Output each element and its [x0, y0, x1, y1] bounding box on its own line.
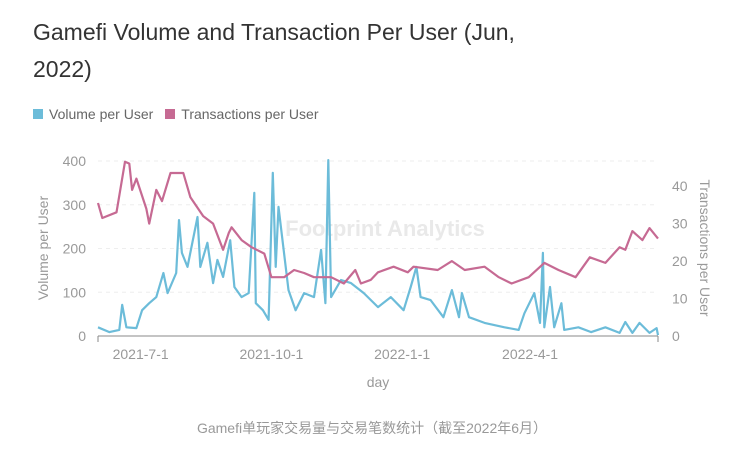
watermark: Footprint Analytics — [285, 216, 485, 241]
legend-label-volume: Volume per User — [49, 106, 154, 122]
y-tick-label-right: 10 — [672, 291, 688, 307]
x-tick-label: 2021-7-1 — [113, 346, 169, 362]
y-tick-label-left: 0 — [78, 328, 86, 344]
legend-label-transactions: Transactions per User — [181, 106, 319, 122]
legend-item-transactions[interactable]: Transactions per User — [165, 106, 318, 122]
y-tick-label-right: 40 — [672, 178, 688, 194]
figure-caption: Gamefi单玩家交易量与交易笔数统计（截至2022年6月） — [196, 420, 548, 436]
y-tick-label-left: 100 — [63, 284, 87, 300]
legend-swatch-volume — [33, 109, 43, 119]
y-tick-label-right: 30 — [672, 216, 688, 232]
y-axis-label-right: Transactions per User — [697, 179, 713, 317]
y-axis-label-left: Volume per User — [35, 196, 51, 301]
chart-title: Gamefi Volume and Transaction Per User (… — [33, 19, 515, 82]
series-line-volume — [97, 159, 660, 336]
x-tick-label: 2021-10-1 — [239, 346, 303, 362]
legend-item-volume[interactable]: Volume per User — [33, 106, 153, 122]
x-tick-label: 2022-1-1 — [374, 346, 430, 362]
x-axis-label: day — [367, 374, 390, 390]
series-line-transactions — [96, 160, 659, 285]
y-tick-label-left: 200 — [63, 241, 87, 257]
legend: Volume per User Transactions per User — [33, 106, 318, 122]
legend-swatch-transactions — [165, 109, 176, 119]
x-tick-label: 2022-4-1 — [502, 346, 558, 362]
y-tick-label-left: 400 — [63, 153, 87, 169]
y-tick-label-left: 300 — [63, 197, 87, 213]
y-tick-label-right: 0 — [672, 328, 680, 344]
y-tick-label-right: 20 — [672, 253, 688, 269]
